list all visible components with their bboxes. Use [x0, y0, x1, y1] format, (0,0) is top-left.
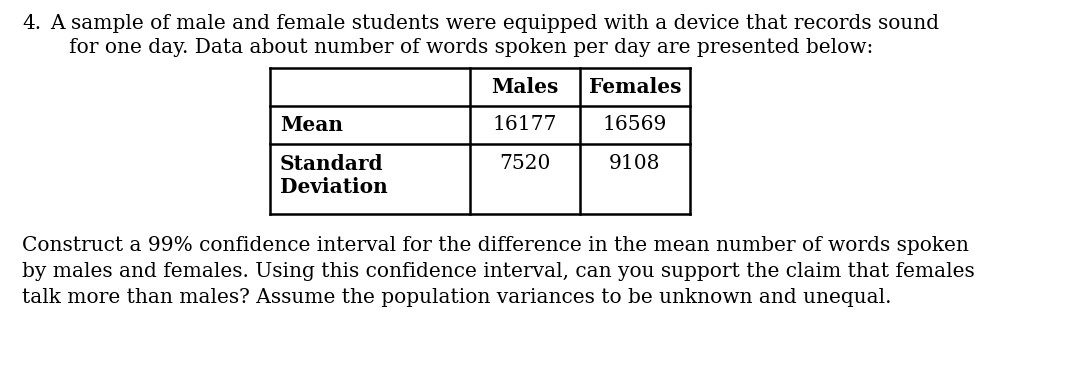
Text: 9108: 9108 [609, 154, 661, 173]
Text: Deviation: Deviation [280, 177, 388, 197]
Text: Females: Females [589, 77, 681, 97]
Text: Males: Males [491, 77, 558, 97]
Text: Construct a 99% confidence interval for the difference in the mean number of wor: Construct a 99% confidence interval for … [22, 236, 969, 255]
Text: by males and females. Using this confidence interval, can you support the claim : by males and females. Using this confide… [22, 262, 975, 281]
Text: 16177: 16177 [492, 116, 557, 134]
Text: Mean: Mean [280, 115, 343, 135]
Text: talk more than males? Assume the population variances to be unknown and unequal.: talk more than males? Assume the populat… [22, 288, 891, 307]
Text: A sample of male and female students were equipped with a device that records so: A sample of male and female students wer… [50, 14, 940, 33]
Text: Standard: Standard [280, 154, 383, 174]
Text: 16569: 16569 [603, 116, 667, 134]
Text: 4.: 4. [22, 14, 41, 33]
Text: for one day. Data about number of words spoken per day are presented below:: for one day. Data about number of words … [50, 38, 874, 57]
Text: 7520: 7520 [499, 154, 551, 173]
